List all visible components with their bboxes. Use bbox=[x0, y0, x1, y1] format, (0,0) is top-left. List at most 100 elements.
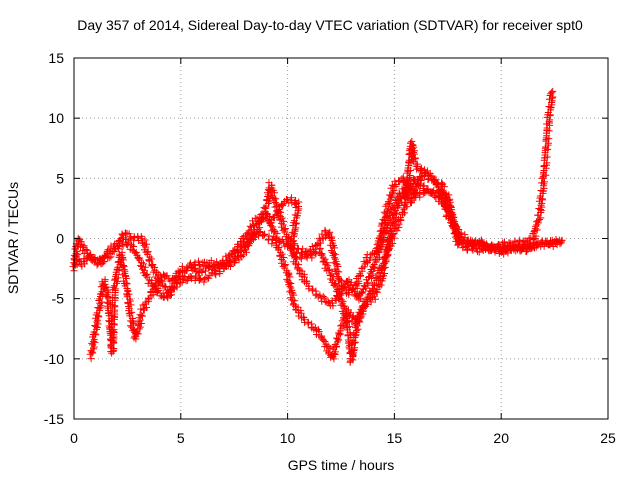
data-point-marker bbox=[244, 229, 252, 237]
data-point-marker bbox=[170, 285, 178, 293]
data-point-marker bbox=[367, 298, 375, 306]
data-point-marker bbox=[478, 238, 486, 246]
data-point-marker bbox=[128, 323, 136, 331]
data-point-marker bbox=[301, 316, 309, 324]
data-point-marker bbox=[334, 335, 342, 343]
data-point-marker bbox=[373, 286, 381, 294]
data-point-marker bbox=[483, 244, 491, 252]
data-point-marker bbox=[269, 193, 277, 201]
data-point-marker bbox=[137, 311, 145, 319]
x-tick-label: 10 bbox=[280, 430, 296, 446]
data-point-marker bbox=[230, 249, 238, 257]
data-point-marker bbox=[82, 246, 90, 254]
data-point-marker bbox=[333, 270, 341, 278]
data-point-marker bbox=[280, 217, 288, 225]
data-point-marker bbox=[325, 229, 333, 237]
data-point-marker bbox=[290, 229, 298, 237]
data-point-marker bbox=[304, 318, 312, 326]
data-point-marker bbox=[121, 282, 129, 290]
data-point-marker bbox=[168, 277, 176, 285]
data-point-marker bbox=[370, 279, 378, 287]
data-point-marker bbox=[324, 262, 332, 270]
data-point-marker bbox=[408, 137, 416, 145]
data-point-marker bbox=[291, 241, 299, 249]
data-layer bbox=[69, 87, 566, 366]
data-point-marker bbox=[93, 258, 101, 266]
data-point-marker bbox=[375, 280, 383, 288]
data-point-marker bbox=[106, 247, 114, 255]
data-point-marker bbox=[514, 240, 522, 248]
data-point-marker bbox=[137, 232, 145, 240]
data-point-marker bbox=[347, 355, 355, 363]
data-point-marker bbox=[414, 178, 422, 186]
y-tick-label: -5 bbox=[52, 291, 65, 307]
data-point-marker bbox=[371, 250, 379, 258]
data-point-marker bbox=[88, 348, 96, 356]
data-point-marker bbox=[339, 298, 347, 306]
data-point-marker bbox=[279, 200, 287, 208]
data-point-marker bbox=[102, 252, 110, 260]
data-point-marker bbox=[349, 351, 357, 359]
data-point-marker bbox=[441, 192, 449, 200]
data-point-marker bbox=[434, 179, 442, 187]
data-point-marker bbox=[488, 247, 496, 255]
data-point-marker bbox=[262, 202, 270, 210]
data-point-marker bbox=[268, 181, 276, 189]
data-point-marker bbox=[324, 298, 332, 306]
data-point-marker bbox=[143, 240, 151, 248]
data-point-marker bbox=[449, 222, 457, 230]
data-point-marker bbox=[289, 222, 297, 230]
x-tick-label: 15 bbox=[387, 430, 403, 446]
data-point-marker bbox=[532, 232, 540, 240]
data-point-marker bbox=[370, 260, 378, 268]
x-axis-label: GPS time / hours bbox=[288, 457, 395, 473]
data-point-marker bbox=[74, 250, 82, 258]
data-point-marker bbox=[101, 251, 109, 259]
data-point-marker bbox=[167, 288, 175, 296]
data-point-marker bbox=[549, 243, 557, 251]
data-point-marker bbox=[151, 282, 159, 290]
y-tick-label: 15 bbox=[48, 50, 64, 66]
data-point-marker bbox=[344, 289, 352, 297]
data-point-marker bbox=[198, 268, 206, 276]
data-point-marker bbox=[135, 255, 143, 263]
data-point-marker bbox=[269, 223, 277, 231]
data-point-marker bbox=[121, 267, 129, 275]
data-point-marker bbox=[330, 244, 338, 252]
data-point-marker bbox=[224, 262, 232, 270]
data-point-marker bbox=[388, 218, 396, 226]
data-point-marker bbox=[548, 88, 556, 96]
data-point-marker bbox=[279, 262, 287, 270]
data-point-marker bbox=[331, 340, 339, 348]
data-point-marker bbox=[133, 327, 141, 335]
data-point-marker bbox=[538, 199, 546, 207]
data-point-marker bbox=[130, 243, 138, 251]
data-point-marker bbox=[319, 292, 327, 300]
data-point-marker bbox=[274, 246, 282, 254]
data-point-marker bbox=[355, 296, 363, 304]
data-point-marker bbox=[369, 262, 377, 270]
data-point-marker bbox=[334, 288, 342, 296]
data-point-marker bbox=[510, 246, 518, 254]
data-point-marker bbox=[308, 252, 316, 260]
data-point-marker bbox=[331, 255, 339, 263]
data-point-marker bbox=[150, 263, 158, 271]
y-tick-label: 5 bbox=[56, 170, 64, 186]
data-point-marker bbox=[384, 198, 392, 206]
data-point-marker bbox=[102, 284, 110, 292]
data-point-marker bbox=[379, 215, 387, 223]
data-point-marker bbox=[134, 321, 142, 329]
data-point-marker bbox=[356, 310, 364, 318]
data-point-marker bbox=[90, 343, 98, 351]
data-point-marker bbox=[530, 241, 538, 249]
data-point-marker bbox=[364, 279, 372, 287]
data-point-marker bbox=[154, 276, 162, 284]
data-point-marker bbox=[329, 276, 337, 284]
data-point-marker bbox=[483, 240, 491, 248]
data-point-marker bbox=[383, 252, 391, 260]
data-point-marker bbox=[140, 266, 148, 274]
data-point-marker bbox=[443, 198, 451, 206]
data-point-marker bbox=[115, 236, 123, 244]
data-point-marker bbox=[238, 252, 246, 260]
